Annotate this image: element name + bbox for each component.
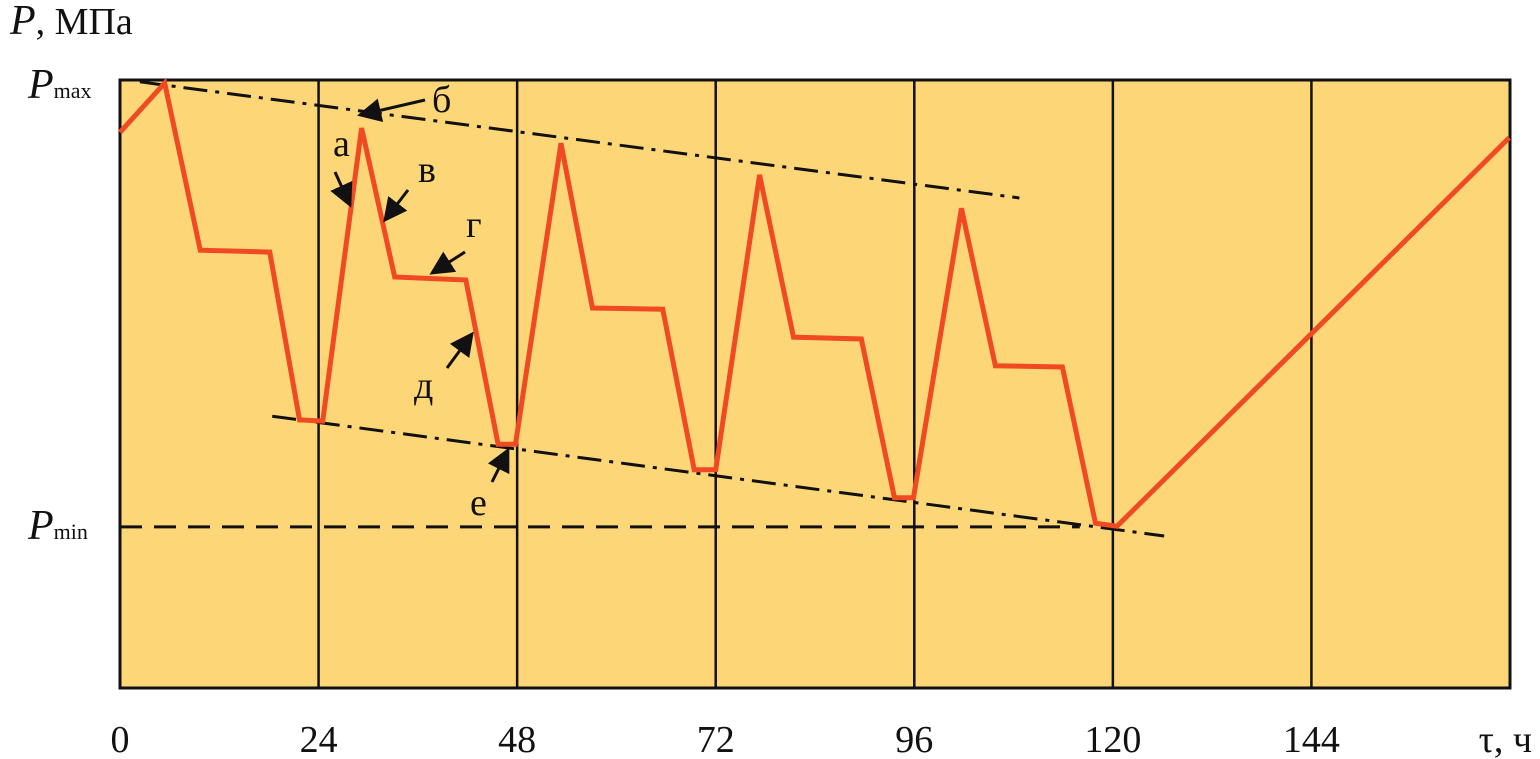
x-tick-label: 24 [300,719,338,759]
annotation: б [432,79,451,121]
annotation-arrow [330,171,353,208]
annotation-arrow [445,331,474,369]
y-tick-label: Pmin [27,503,88,549]
y-axis-label: P, МПа [9,0,133,44]
x-tick-label: 0 [111,719,130,759]
x-tick-label: 48 [498,719,536,759]
x-axis-label: τ, ч [1479,719,1532,759]
annotation-arrow [429,250,466,275]
y-tick-label: Pmax [27,62,92,108]
annotation-arrow [357,98,426,122]
x-tick-label: 144 [1283,719,1340,759]
annotation: е [470,482,487,524]
annotation: в [418,149,436,191]
x-tick-label: 96 [895,719,933,759]
trend-line [139,80,1020,200]
annotation: а [333,123,350,165]
annotation: д [414,365,433,407]
x-tick-label: 72 [697,719,735,759]
trend-line [272,414,1165,538]
annotation-arrow [383,189,410,223]
data-line [118,77,1511,529]
plot-frame [118,78,1512,690]
x-tick-label: 120 [1084,719,1141,759]
annotation-arrow [487,447,510,483]
annotation: г [466,204,482,246]
